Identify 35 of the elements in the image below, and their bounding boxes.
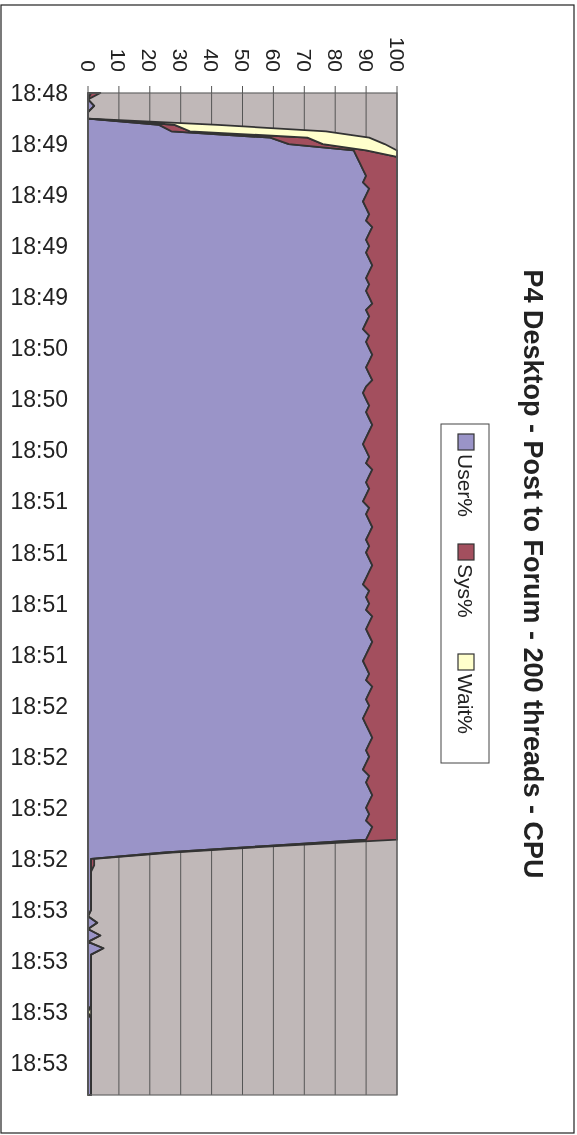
y-tick-label: 18:49 xyxy=(10,131,68,158)
x-tick-label: 70 xyxy=(292,48,316,72)
x-tick-label: 0 xyxy=(76,60,100,72)
legend-label: Wait% xyxy=(454,674,477,734)
y-tick-label: 18:52 xyxy=(10,692,68,719)
y-tick-label: 18:50 xyxy=(10,335,68,362)
y-tick-label: 18:53 xyxy=(10,896,68,923)
y-tick-label: 18:49 xyxy=(10,182,68,209)
x-tick-label: 90 xyxy=(354,48,378,72)
y-tick-label: 18:51 xyxy=(10,539,68,566)
x-tick-label: 10 xyxy=(107,48,131,72)
legend-label: User% xyxy=(454,454,477,518)
y-tick-label: 18:52 xyxy=(10,743,68,770)
y-tick-label: 18:51 xyxy=(10,590,68,617)
x-tick-label: 60 xyxy=(261,48,285,72)
x-tick-label: 50 xyxy=(231,48,254,72)
legend-label: Sys% xyxy=(454,564,477,618)
x-tick-label: 40 xyxy=(200,48,224,72)
x-tick-label: 30 xyxy=(169,48,193,72)
x-tick-label: 20 xyxy=(138,48,162,72)
y-tick-label: 18:53 xyxy=(10,999,68,1026)
y-tick-label: 18:51 xyxy=(10,488,68,515)
y-tick-label: 18:53 xyxy=(10,947,68,974)
y-tick-label: 18:52 xyxy=(10,845,68,872)
y-tick-label: 18:50 xyxy=(10,386,68,413)
y-tick-label: 18:48 xyxy=(10,80,68,106)
text: P4 Desktop - Post to Forum - 200 threads - CPU xyxy=(518,269,548,879)
y-tick-label: 18:51 xyxy=(10,641,68,668)
y-tick-label: 18:52 xyxy=(10,794,68,821)
x-tick-label: 100 xyxy=(385,36,409,72)
y-tick-label: 18:53 xyxy=(10,1050,68,1077)
y-tick-label: 18:49 xyxy=(10,233,68,260)
y-tick-label: 18:49 xyxy=(10,284,68,311)
x-tick-label: 80 xyxy=(323,48,347,72)
y-tick-label: 18:50 xyxy=(10,437,68,464)
